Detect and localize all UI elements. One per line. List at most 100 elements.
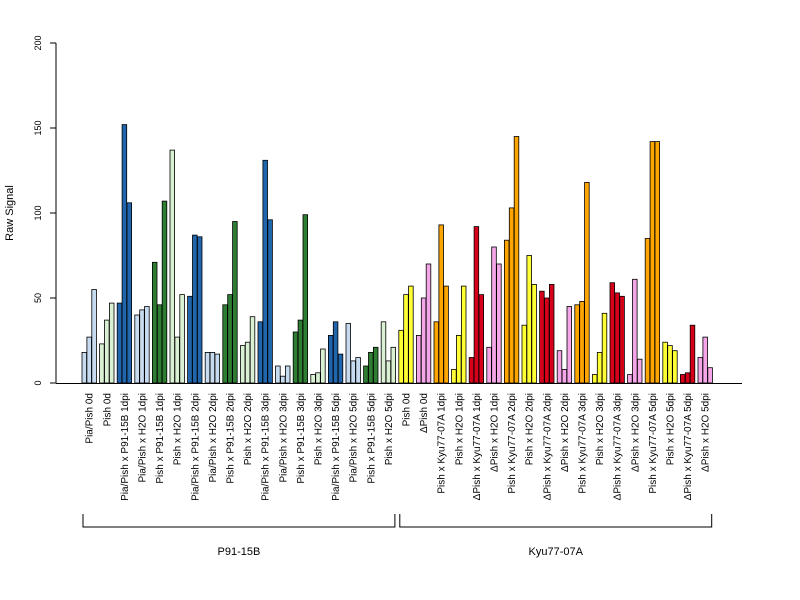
bar bbox=[368, 351, 374, 384]
bar bbox=[310, 374, 316, 384]
bar bbox=[121, 124, 128, 384]
bar bbox=[156, 304, 163, 384]
bar bbox=[408, 285, 414, 384]
bar bbox=[420, 297, 427, 384]
bar bbox=[521, 324, 527, 384]
bar bbox=[91, 289, 97, 384]
bar bbox=[302, 214, 308, 384]
bar bbox=[451, 368, 457, 384]
x-tick-label: Pish x H2O 5dpi bbox=[666, 393, 677, 465]
bar bbox=[637, 358, 643, 384]
bar bbox=[433, 321, 439, 384]
bar bbox=[297, 319, 304, 384]
bar bbox=[667, 345, 673, 384]
x-tick-label: Pish x P91-15B 2dpi bbox=[226, 393, 237, 484]
bar bbox=[267, 219, 273, 384]
bar bbox=[592, 374, 598, 384]
bar bbox=[151, 261, 158, 384]
bar bbox=[601, 312, 608, 384]
bar bbox=[619, 295, 625, 384]
category-labels: Pia/Pish 0d Pish 0d Pia/Pish x P91-15B 1dp… bbox=[85, 393, 712, 501]
y-tick-label: 50 bbox=[33, 293, 43, 303]
x-tick-label: ΔPish x Kyu77-07A 1dpi bbox=[472, 393, 483, 500]
bar bbox=[556, 350, 563, 384]
bar bbox=[390, 346, 396, 384]
bar bbox=[513, 136, 520, 384]
bar bbox=[116, 302, 123, 384]
bar bbox=[584, 181, 590, 384]
bar bbox=[566, 306, 572, 384]
x-tick-label: Pia/Pish x P91-15B 3dpi bbox=[261, 393, 272, 501]
bar bbox=[81, 351, 87, 384]
x-tick-label: Pish x Kyu77-07A 2dpi bbox=[507, 393, 518, 494]
bar bbox=[209, 351, 216, 384]
x-tick-label: Pia/Pish x H2O 1dpi bbox=[138, 393, 149, 483]
bar bbox=[644, 238, 651, 384]
bar bbox=[332, 321, 339, 384]
bar bbox=[104, 319, 110, 384]
x-tick-label: ΔPish x H2O 3dpi bbox=[630, 393, 641, 472]
bar bbox=[632, 278, 638, 384]
x-tick-label: Pish x H2O 2dpi bbox=[525, 393, 536, 465]
bar bbox=[327, 334, 334, 384]
bar bbox=[262, 159, 268, 384]
bar bbox=[662, 341, 668, 384]
x-tick-label: Pish x Kyu77-07A 3dpi bbox=[578, 393, 589, 494]
bar bbox=[544, 297, 550, 384]
x-tick-label: Pia/Pish x P91-15B 1dpi bbox=[120, 393, 131, 501]
bar bbox=[539, 290, 545, 384]
x-tick-label: Pia/Pish 0d bbox=[85, 393, 96, 444]
x-tick-label: Pish x H2O 3dpi bbox=[314, 393, 325, 465]
bar bbox=[403, 294, 409, 384]
bar bbox=[355, 357, 361, 384]
x-tick-label: Pish x P91-15B 5dpi bbox=[366, 393, 377, 484]
bar bbox=[385, 360, 392, 384]
bar bbox=[380, 321, 387, 384]
bar bbox=[561, 368, 568, 384]
x-tick-label: Pish x P91-15B 1dpi bbox=[155, 393, 166, 484]
bar bbox=[614, 292, 620, 384]
bar bbox=[222, 304, 228, 384]
x-tick-label: ΔPish x Kyu77-07A 3dpi bbox=[613, 393, 624, 500]
bar bbox=[596, 351, 603, 384]
group-label: P91-15B bbox=[218, 546, 261, 558]
bar bbox=[204, 351, 211, 384]
bar bbox=[196, 236, 203, 384]
y-axis-label: Raw Signal bbox=[4, 185, 16, 241]
bar bbox=[415, 334, 422, 384]
x-tick-label: Pish x Kyu77-07A 5dpi bbox=[648, 393, 659, 494]
bar bbox=[486, 346, 492, 384]
x-tick-label: Pish x H2O 5dpi bbox=[384, 393, 395, 465]
x-tick-label: ΔPish x Kyu77-07A 2dpi bbox=[542, 393, 553, 500]
x-tick-label: Pish 0d bbox=[102, 393, 113, 426]
x-tick-label: Pia/Pish x P91-15B 5dpi bbox=[331, 393, 342, 501]
bars bbox=[56, 124, 742, 384]
bar bbox=[363, 365, 369, 384]
bar bbox=[526, 255, 532, 384]
y-axis: 0 50 100 150 200 bbox=[33, 35, 57, 386]
bar bbox=[169, 149, 175, 384]
y-tick-label: 150 bbox=[33, 120, 43, 135]
x-tick-label: ΔPish x H2O 2dpi bbox=[560, 393, 571, 472]
bar bbox=[702, 336, 708, 384]
bar bbox=[672, 350, 678, 384]
bar bbox=[232, 221, 238, 384]
x-tick-label: ΔPish x Kyu77-07A 5dpi bbox=[683, 393, 694, 500]
x-tick-label: ΔPish 0d bbox=[419, 393, 430, 433]
group-label: Kyu77-07A bbox=[529, 546, 584, 558]
bar bbox=[443, 285, 449, 384]
bar bbox=[649, 141, 656, 384]
bar bbox=[697, 357, 703, 384]
bar bbox=[320, 348, 326, 384]
x-tick-label: Pish x P91-15B 3dpi bbox=[296, 393, 307, 484]
bar bbox=[284, 365, 291, 384]
y-tick-label: 100 bbox=[33, 205, 43, 220]
bar bbox=[187, 295, 193, 384]
bar bbox=[144, 306, 150, 384]
bar bbox=[244, 341, 251, 384]
bar bbox=[609, 282, 615, 384]
bar bbox=[315, 372, 321, 384]
bar bbox=[275, 365, 281, 384]
bar bbox=[456, 334, 462, 384]
bar bbox=[549, 283, 555, 384]
